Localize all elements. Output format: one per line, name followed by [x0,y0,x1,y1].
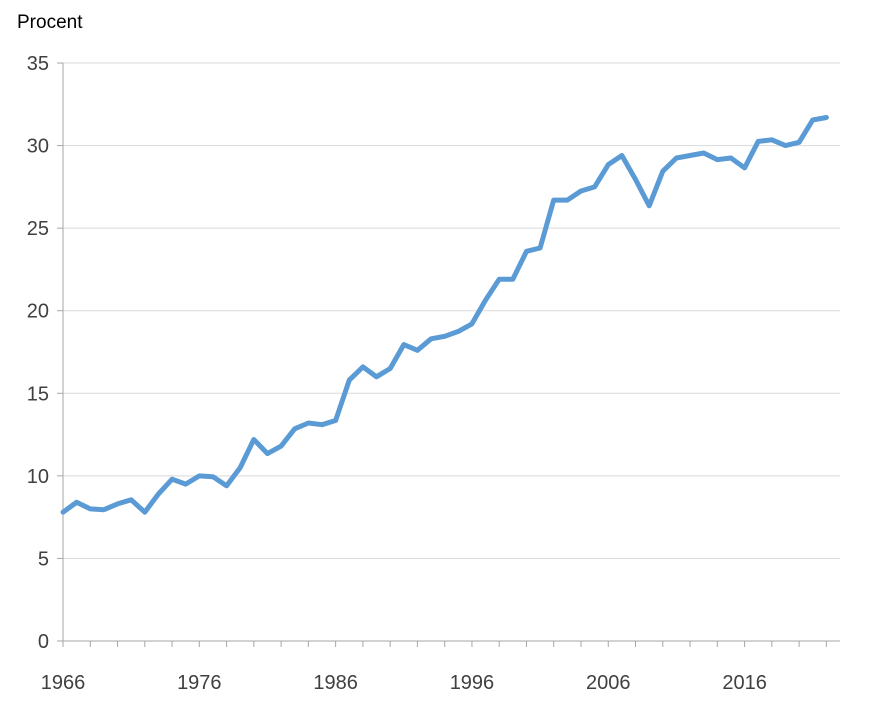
x-axis-ticks: 1966 1976 1986 1996 2006 2016 [41,641,827,694]
y-axis-unit-label: Procent [17,12,83,33]
y-tick-label: 35 [27,53,49,75]
series-group [60,115,829,515]
series-line-0 [60,115,829,515]
y-tick-label: 15 [27,383,49,405]
y-tick-label: 10 [27,466,49,488]
y-tick-label: 30 [27,136,49,158]
y-axis-ticks: 0 5 10 15 20 25 30 35 [27,53,63,653]
y-tick-label: 0 [38,631,49,653]
x-tick-label: 2006 [586,672,631,694]
x-tick-label: 1996 [450,672,495,694]
x-tick-label: 1966 [41,672,86,694]
x-tick-label: 2016 [722,672,767,694]
gridlines [63,62,840,559]
y-tick-label: 20 [27,301,49,323]
y-tick-label: 25 [27,218,49,240]
x-tick-label: 1986 [313,672,358,694]
x-tick-label: 1976 [177,672,222,694]
y-tick-label: 5 [38,548,49,570]
